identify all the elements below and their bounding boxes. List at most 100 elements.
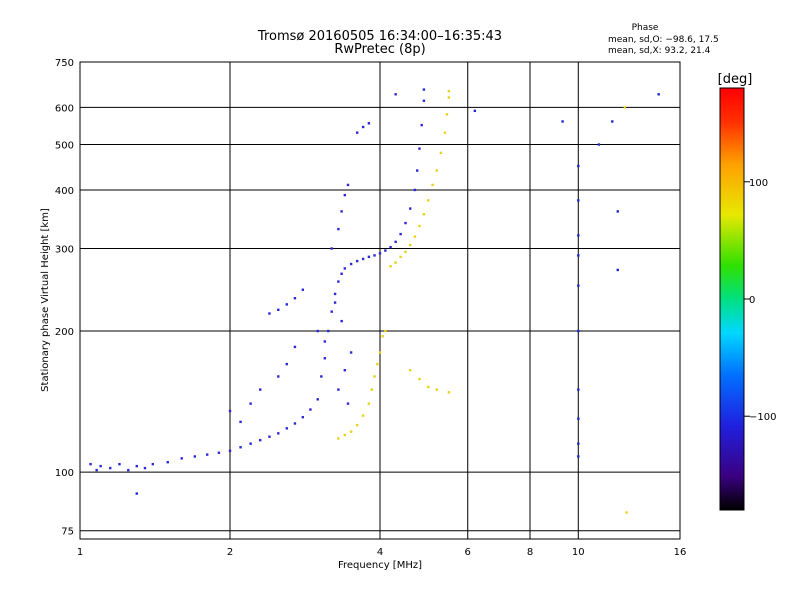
data-point-o: [355, 131, 359, 134]
data-point-o: [293, 422, 297, 425]
data-point-x: [373, 375, 376, 378]
colorbar-tick-label: 100: [749, 178, 768, 189]
data-point-x: [623, 106, 627, 109]
data-point-o: [249, 402, 252, 405]
data-point-o: [367, 122, 371, 125]
data-point-o: [349, 262, 353, 266]
data-point-o: [259, 438, 262, 442]
data-point-o: [361, 257, 365, 261]
data-point-o: [239, 420, 242, 424]
data-point-o: [330, 310, 333, 313]
data-point-o: [337, 388, 340, 391]
data-point-o: [378, 252, 382, 255]
data-points: [89, 88, 660, 514]
data-point-x: [409, 243, 412, 247]
data-point-o: [151, 462, 155, 466]
data-point-o: [355, 259, 359, 263]
data-point-o: [277, 308, 280, 312]
data-point-o: [420, 123, 423, 127]
data-point-x: [378, 351, 382, 354]
data-point-o: [343, 267, 347, 270]
phase-header: Phase: [632, 23, 659, 33]
grid: [80, 62, 680, 539]
data-point-x: [418, 224, 421, 228]
data-point-o: [422, 99, 426, 102]
data-point-o: [99, 464, 102, 468]
x-tick-label: 4: [377, 547, 383, 558]
data-point-o: [228, 449, 232, 453]
data-point-x: [343, 433, 347, 437]
data-point-o: [418, 147, 421, 150]
data-point-scattered: [577, 455, 580, 458]
data-point-x: [337, 437, 340, 440]
data-point-x: [427, 199, 430, 202]
colorbar-ticks: 100 0 −100: [744, 178, 776, 423]
data-point-o: [361, 125, 365, 129]
data-point-x: [447, 96, 451, 99]
data-point-scattered: [616, 210, 619, 213]
data-point-o: [327, 329, 330, 333]
data-point-scattered: [577, 234, 580, 237]
data-point-o: [89, 462, 92, 466]
data-point-o: [268, 435, 271, 438]
data-point-o: [166, 461, 169, 464]
x-tick-label: 2: [227, 547, 233, 558]
data-point-o: [422, 88, 426, 91]
data-point-x: [370, 388, 373, 391]
data-point-o: [277, 432, 280, 435]
data-point-o: [217, 451, 221, 454]
data-point-x: [443, 131, 447, 134]
data-point-o: [239, 446, 242, 449]
data-point-x: [355, 423, 359, 427]
data-point-o: [293, 345, 297, 349]
y-tick-label: 500: [55, 141, 74, 152]
data-point-x: [431, 183, 434, 187]
data-point-o: [316, 329, 319, 333]
data-point-o: [193, 455, 197, 458]
data-point-o: [285, 303, 288, 306]
y-axis-label: Stationary phase Virtual Height [km]: [40, 208, 51, 392]
data-point-o: [323, 357, 327, 360]
colorbar-tick-label: 0: [749, 295, 755, 306]
data-point-o: [367, 255, 371, 259]
x-tick-label: 16: [674, 547, 687, 558]
data-point-o: [309, 408, 312, 411]
data-point-o: [399, 232, 402, 236]
data-point-o: [323, 340, 327, 343]
data-point-scattered: [135, 492, 138, 495]
data-point-o: [394, 240, 397, 244]
data-point-o: [337, 280, 340, 283]
data-point-x: [399, 255, 402, 259]
data-point-scattered: [561, 120, 564, 123]
data-point-o: [228, 409, 232, 413]
data-point-scattered: [473, 109, 477, 113]
data-point-x: [404, 250, 407, 254]
data-point-o: [337, 227, 340, 231]
y-tick-label: 75: [61, 527, 74, 538]
data-point-o: [373, 254, 376, 257]
y-tick-label: 600: [55, 103, 74, 114]
data-point-o: [293, 297, 297, 300]
data-point-o: [301, 415, 305, 419]
data-point-scattered: [577, 329, 580, 333]
data-point-o: [285, 362, 288, 366]
data-point-x: [361, 414, 365, 417]
data-point-o: [316, 398, 319, 401]
plot-frame: [79, 61, 681, 540]
data-point-x: [435, 388, 438, 391]
data-point-o: [340, 210, 343, 213]
y-tick-label: 750: [55, 58, 74, 69]
data-point-o: [301, 288, 305, 291]
data-point-o: [404, 221, 407, 225]
data-point-o: [340, 272, 343, 275]
data-point-o: [409, 207, 412, 210]
data-point-x: [445, 113, 449, 116]
data-point-scattered: [577, 388, 580, 391]
data-point-o: [109, 466, 112, 470]
colorbar-tick-label: −100: [749, 412, 776, 423]
phase-o-stats: mean, sd,O: −98.6, 17.5: [608, 35, 719, 45]
y-tick-label: 400: [55, 186, 74, 197]
data-point-scattered: [597, 143, 601, 146]
data-point-scattered: [577, 164, 580, 168]
data-point-o: [143, 466, 147, 470]
